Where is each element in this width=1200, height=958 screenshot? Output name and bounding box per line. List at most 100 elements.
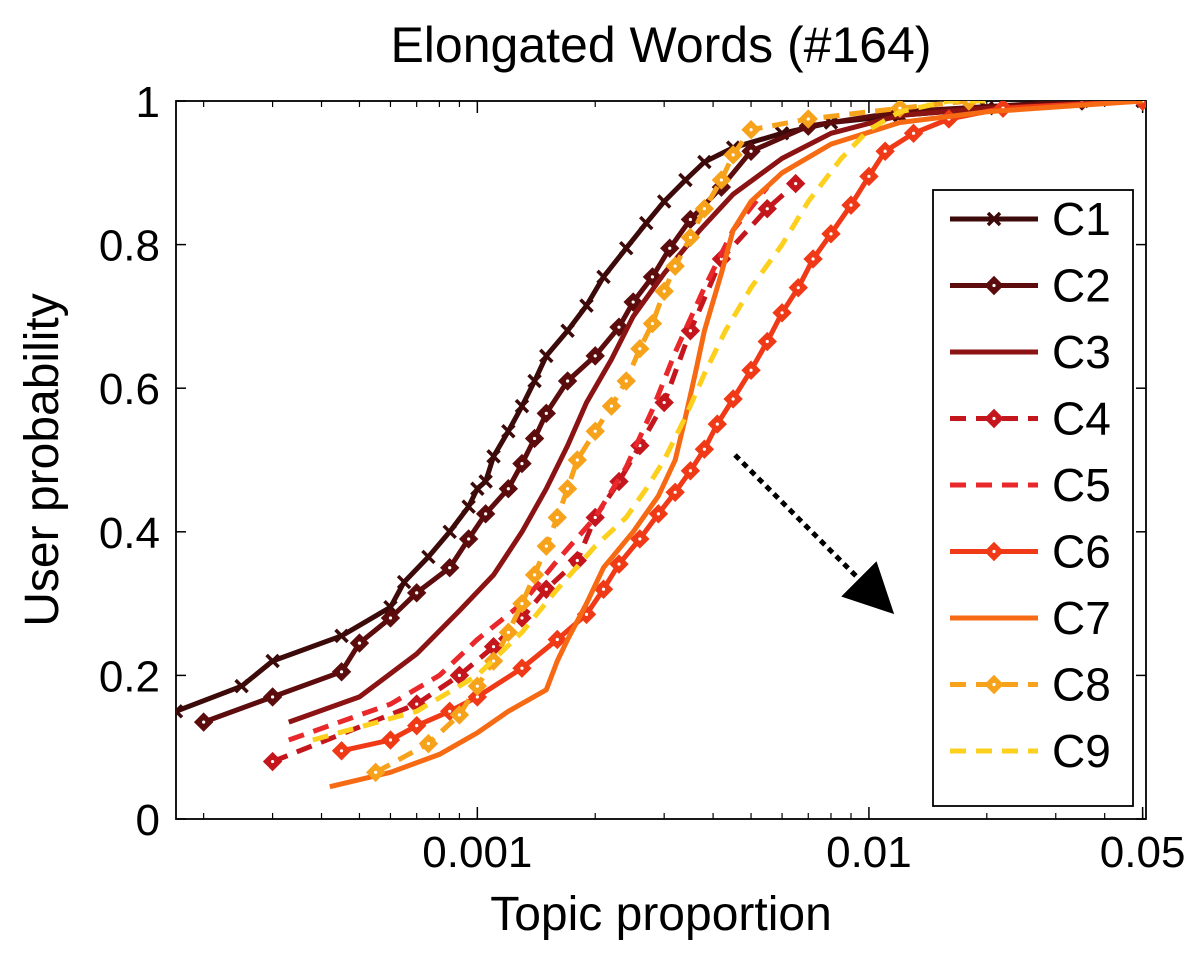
legend-item-c4: C4 [950,393,1111,445]
series-c8-point-center [806,117,810,121]
series-c2-point-center [506,487,510,491]
series-c2-point-center [565,379,570,383]
series-c2-point-center [532,436,537,441]
series-c6-point-center [749,368,753,372]
series-c8-point-center [624,379,628,383]
x-tick-label: 0.01 [826,828,912,877]
series-c4-point-center [270,759,275,764]
series-c6-point-center [520,666,524,670]
series-c6-point-center [638,537,642,541]
series-c2-point-center [467,537,471,541]
series-c4-point-center [544,587,548,591]
series-c4-point-center [719,257,723,261]
series-c7 [329,101,1143,790]
x-tick-label: 0.05 [1100,828,1186,877]
axis-ticks: 0 0.2 0.4 0.6 0.8 1 0.001 0.01 0.05 [99,78,1186,877]
series-c1-point [527,373,542,389]
series-c2-point-center [357,641,362,645]
series-c4-point-center [457,673,462,678]
series-c8-point-center [575,458,579,462]
legend-item-c2-marker-center [992,283,996,288]
series-c2-point-center [415,591,419,595]
legend-item-c2: C2 [950,260,1111,312]
series-c2-point-center [617,325,621,329]
series-c1-point [334,628,349,644]
y-tick-label: 0 [136,796,160,845]
series-c8-point-center [532,573,537,577]
series-c1-point [560,323,575,338]
series-c3-line [287,101,1143,725]
x-tick-label: 0.001 [422,828,532,877]
y-tick-label: 0.2 [99,652,160,701]
series-c4-point-center [520,616,524,620]
series-c4-point-center [794,181,798,186]
series-c6-point-center [867,174,871,178]
y-tick-label: 0.6 [99,365,160,414]
series-c6-point-center [702,447,706,451]
legend-item-c1-marker [986,211,1002,227]
x-axis-label: Topic proportion [490,888,832,941]
legend-item-c8: C8 [950,659,1111,711]
y-tick-label: 0.4 [99,509,160,558]
series-c1-point [697,154,712,170]
series-c6-point-center [883,149,887,153]
series-c8-point-center [898,106,902,110]
series-c9-line [312,101,987,743]
series-c6-point-center [715,422,719,426]
series-c2-point-center [668,246,672,250]
series-c1-point [678,172,693,188]
chart-title: Elongated Words (#164) [390,17,931,73]
series-c8-point-center [650,321,655,326]
series-c6-point-center [731,397,735,401]
series-c8-point-center [719,178,723,182]
series-layer [176,101,1146,790]
series-c2-point-center [448,566,452,570]
y-tick-label: 0.8 [99,222,160,271]
series-c8-point-center [673,264,677,268]
legend-item-c6: C6 [950,526,1111,578]
series-c5 [287,185,770,743]
series-c1-point [442,524,457,540]
series-c8-point-center [593,429,597,433]
series-c4-point-center [765,207,769,211]
series-c8-point-center [457,713,462,717]
series-c1-point [396,574,412,590]
series-c8-point-center [374,770,378,774]
legend-item-c5: C5 [950,459,1111,511]
legend-box [932,189,1134,807]
legend-item-c4-marker-center [992,416,996,421]
series-c6-point-center [388,738,393,742]
series-c1-point [514,398,530,414]
series-c8-point-center [731,153,735,157]
series-c6-point-center [911,131,916,135]
series-c8-point-center [662,289,666,293]
series-c2-point-center [688,217,692,222]
series-c8-point-center [475,684,479,688]
y-tick-label: 1 [136,78,160,127]
series-c8-point-center [702,207,706,211]
series-c8-point-center [749,128,753,132]
legend-item-c5-label: C5 [1052,459,1111,511]
series-c1-point [656,194,672,209]
legend-item-c6-marker-center [992,549,996,554]
series-c6-point-center [811,257,815,261]
legend-item-c6-label: C6 [1052,526,1111,578]
series-c2-point-center [484,512,488,516]
series-c9 [312,101,987,743]
series-c6-point-center [688,469,692,473]
legend-item-c9-label: C9 [1052,725,1111,777]
series-c6-point-center [601,587,606,591]
legend-item-c7-label: C7 [1052,592,1111,644]
series-c2-point-center [631,300,635,304]
legend: C1 C2 C3 C4 C5 C6 C7 C8 C9 [932,189,1134,807]
series-c2-point-center [388,616,393,620]
series-c1-point [501,424,516,439]
series-c8-point-center [565,487,570,491]
series-c4-point-center [593,515,597,520]
y-axis-label: User probability [16,293,69,626]
series-c5-line [287,185,770,743]
series-c2-point-center [270,695,275,699]
series-c6-point-center [849,203,853,207]
series-c6 [331,101,1146,761]
